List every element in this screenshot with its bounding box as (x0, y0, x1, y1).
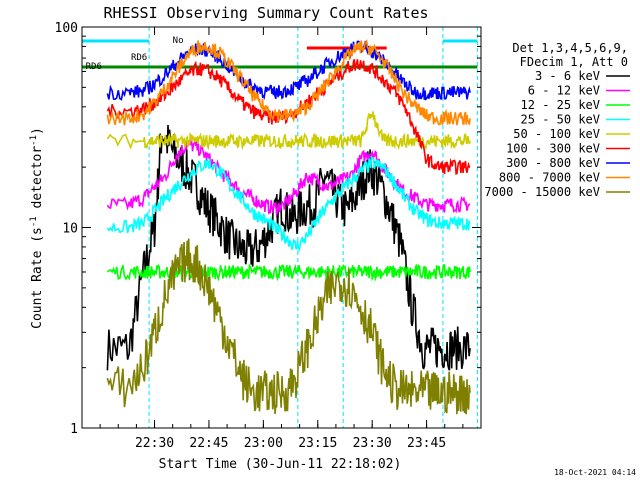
y-axis-label-tail: detector (30, 146, 45, 217)
legend-label-6: 300 - 800 keV (506, 156, 600, 170)
legend-header-line-1: Det 1,3,4,5,6,9, (512, 41, 628, 55)
series-line-5 (106, 59, 471, 175)
y-axis-label-end: ) (30, 127, 45, 135)
series-line-6 (106, 40, 471, 101)
legend-label-5: 100 - 300 keV (506, 142, 600, 156)
series-line-7 (106, 38, 471, 126)
series-line-4 (106, 111, 471, 151)
plot-area: RD6 RD6 No (81, 27, 478, 428)
chart-title: RHESSI Observing Summary Count Rates (103, 4, 428, 22)
annotation-2: No (173, 36, 184, 46)
y-axis-label: Count Rate (s-1 detector-1) (29, 127, 45, 329)
legend-label-7: 800 - 7000 keV (499, 171, 600, 185)
x-axis-label: Start Time (30-Jun-11 22:18:02) (159, 457, 402, 472)
y-axis-label-main: Count Rate (s (30, 227, 45, 329)
axes: 22:30 22:45 23:00 23:15 23:30 23:45 1 10 100 (55, 21, 482, 451)
x-tick-label-0: 22:30 (135, 436, 174, 451)
x-tick-label-1: 22:45 (189, 436, 228, 451)
legend-label-0: 3 - 6 keV (535, 69, 600, 83)
series-line-2 (106, 263, 471, 282)
x-tick-label-2: 23:00 (244, 436, 283, 451)
y-tick-label-0: 1 (70, 422, 78, 437)
legend-label-8: 7000 - 15000 keV (484, 185, 600, 199)
legend-label-2: 12 - 25 keV (521, 98, 600, 112)
annotation-1: RD6 (131, 53, 147, 63)
y-tick-label-2: 100 (55, 21, 78, 36)
x-tick-label-5: 23:45 (407, 436, 446, 451)
legend-label-3: 25 - 50 keV (521, 113, 600, 127)
y-tick-label-1: 10 (62, 222, 78, 237)
legend-label-4: 50 - 100 keV (513, 127, 600, 141)
series-line-0 (106, 124, 471, 371)
legend-label-1: 6 - 12 keV (528, 84, 600, 98)
plot-timestamp: 18-Oct-2021 04:14 (554, 468, 636, 477)
y-axis-label-sup2: -1 (29, 135, 39, 146)
x-tick-label-4: 23:30 (353, 436, 392, 451)
y-axis-label-sup: -1 (29, 216, 39, 227)
series-line-3 (106, 155, 471, 253)
legend-header-line-2: FDecim 1, Att 0 (520, 55, 628, 69)
annotation-0: RD6 (86, 62, 102, 72)
series-line-8 (106, 238, 471, 415)
x-tick-label-3: 23:15 (298, 436, 337, 451)
series-line-1 (106, 138, 471, 218)
